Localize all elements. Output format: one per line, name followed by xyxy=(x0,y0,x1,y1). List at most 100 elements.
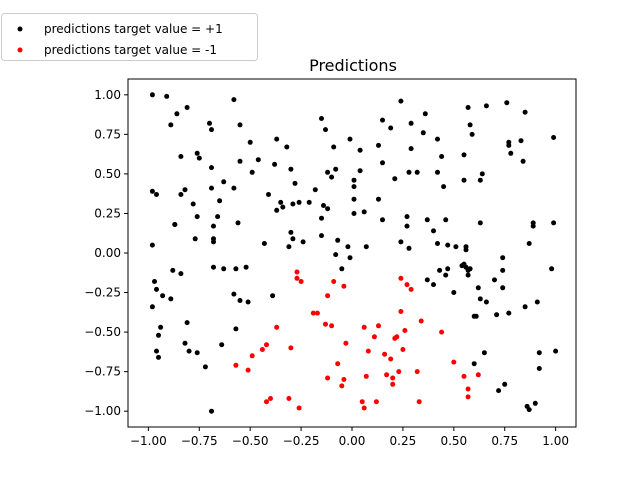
point-positive-175 xyxy=(182,340,188,346)
point-positive-50 xyxy=(194,214,200,220)
point-negative-17 xyxy=(264,399,269,405)
point-positive-142 xyxy=(270,293,276,299)
point-positive-115 xyxy=(363,244,369,250)
point-positive-6 xyxy=(231,97,237,103)
point-positive-85 xyxy=(406,169,412,175)
y-tick-label-6: −0.50 xyxy=(84,325,121,339)
point-positive-183 xyxy=(481,350,487,356)
point-positive-22 xyxy=(331,144,337,150)
point-positive-97 xyxy=(404,214,410,220)
point-positive-27 xyxy=(388,125,394,131)
point-negative-3 xyxy=(331,279,337,284)
point-positive-130 xyxy=(154,286,159,292)
point-positive-37 xyxy=(504,100,510,106)
point-positive-159 xyxy=(477,296,483,302)
point-positive-134 xyxy=(178,271,184,277)
point-positive-104 xyxy=(235,220,241,226)
point-positive-63 xyxy=(274,207,280,213)
point-positive-172 xyxy=(154,348,159,354)
point-negative-21 xyxy=(325,375,331,381)
y-tick-label-4: 0.00 xyxy=(94,246,121,260)
y-axis: 1.00 0.75 0.50 0.25 0.00 −0.25 −0.50 −0.75 −1.00 xyxy=(84,88,128,418)
point-positive-17 xyxy=(284,144,290,150)
x-tick-label-3: −0.25 xyxy=(283,434,320,448)
point-positive-83 xyxy=(380,160,385,166)
legend: predictions target value = +1 prediction… xyxy=(1,13,258,61)
point-positive-54 xyxy=(231,185,237,191)
point-positive-166 xyxy=(522,304,528,310)
point-positive-84 xyxy=(392,176,398,182)
point-negative-14 xyxy=(249,353,255,359)
y-tick-label-7: −0.75 xyxy=(84,365,121,379)
point-positive-101 xyxy=(443,217,449,223)
y-tick-label-8: −1.00 xyxy=(84,404,121,418)
point-positive-53 xyxy=(221,179,227,185)
point-positive-167 xyxy=(534,299,540,305)
point-positive-132 xyxy=(168,296,174,302)
point-positive-109 xyxy=(300,239,306,245)
point-positive-149 xyxy=(451,290,457,295)
point-negative-42 xyxy=(402,328,408,333)
point-positive-25 xyxy=(376,142,381,148)
legend-label-positive: predictions target value = +1 xyxy=(44,22,223,36)
point-positive-2 xyxy=(184,105,190,110)
point-positive-94 xyxy=(439,154,445,159)
point-positive-126 xyxy=(530,223,536,229)
point-positive-160 xyxy=(483,299,489,305)
point-positive-4 xyxy=(168,122,174,128)
x-tick-label-1: −0.75 xyxy=(181,434,218,448)
x-tick-label-6: 0.50 xyxy=(440,434,467,448)
point-positive-165 xyxy=(506,310,512,316)
point-positive-188 xyxy=(532,400,538,406)
x-tick-label-4: 0.00 xyxy=(339,434,366,448)
point-negative-23 xyxy=(339,383,345,389)
point-positive-32 xyxy=(435,136,440,142)
point-negative-48 xyxy=(414,369,420,375)
point-positive-178 xyxy=(202,364,208,370)
point-positive-180 xyxy=(219,342,225,348)
point-positive-191 xyxy=(553,348,559,354)
point-positive-102 xyxy=(149,242,155,248)
point-positive-1 xyxy=(164,93,170,99)
point-positive-98 xyxy=(404,223,410,229)
point-negative-8 xyxy=(323,321,328,327)
point-negative-2 xyxy=(298,279,304,284)
point-positive-23 xyxy=(347,136,353,142)
point-negative-24 xyxy=(341,377,347,382)
points-layer xyxy=(149,92,559,414)
point-positive-137 xyxy=(233,266,239,272)
point-positive-146 xyxy=(437,267,443,273)
point-positive-62 xyxy=(266,192,271,197)
point-positive-147 xyxy=(443,272,449,278)
point-negative-44 xyxy=(400,347,406,352)
point-positive-14 xyxy=(237,158,243,164)
point-positive-65 xyxy=(280,204,286,210)
point-negative-10 xyxy=(274,324,280,330)
point-positive-78 xyxy=(351,184,357,190)
point-negative-31 xyxy=(359,399,365,405)
point-negative-47 xyxy=(408,286,414,292)
point-positive-112 xyxy=(335,237,341,243)
point-positive-86 xyxy=(414,169,420,175)
point-positive-157 xyxy=(473,313,479,319)
point-positive-33 xyxy=(465,105,471,110)
point-negative-1 xyxy=(294,275,300,281)
point-positive-168 xyxy=(549,266,555,272)
point-positive-61 xyxy=(249,169,255,175)
point-negative-4 xyxy=(341,283,347,289)
x-tick-label-5: 0.25 xyxy=(390,434,417,448)
point-positive-0 xyxy=(149,92,155,98)
point-positive-189 xyxy=(536,366,542,371)
point-positive-36 xyxy=(483,103,489,109)
point-positive-116 xyxy=(398,239,404,245)
point-positive-64 xyxy=(278,199,284,205)
point-positive-9 xyxy=(247,139,253,145)
point-negative-0 xyxy=(294,269,300,275)
point-positive-68 xyxy=(292,180,298,186)
point-negative-19 xyxy=(286,396,292,401)
point-positive-131 xyxy=(160,293,166,299)
point-negative-5 xyxy=(325,293,331,299)
point-positive-52 xyxy=(209,185,214,191)
point-positive-67 xyxy=(296,199,302,205)
point-positive-73 xyxy=(333,166,339,172)
